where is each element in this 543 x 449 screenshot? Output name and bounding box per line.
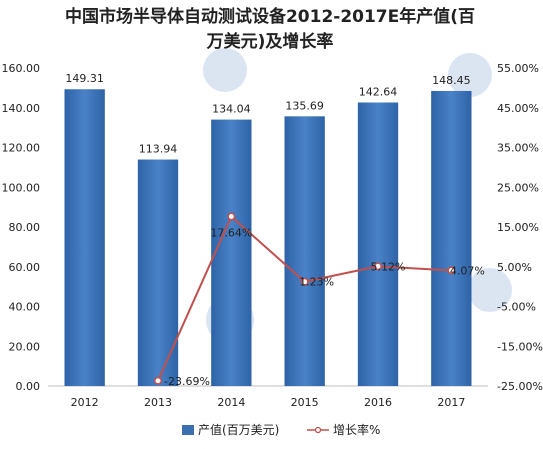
x-tick-label: 2016 (364, 396, 392, 409)
y-left-tick-label: 120.00 (2, 142, 41, 155)
x-tick-label: 2013 (144, 396, 172, 409)
growth-value-label: 5.12% (371, 260, 406, 273)
x-tick-label: 2014 (217, 396, 245, 409)
bar (284, 116, 325, 386)
growth-point (300, 277, 309, 286)
y-right-tick-label: 45.00% (497, 102, 539, 115)
bar-value-label: 135.69 (285, 99, 324, 112)
legend-bar-swatch (182, 425, 194, 435)
y-left-tick-label: 0.00 (16, 380, 41, 393)
growth-value-label: 4.07% (450, 264, 485, 277)
y-left-tick-label: 140.00 (2, 102, 41, 115)
y-left-tick-label: 60.00 (9, 261, 41, 274)
bars-group (64, 89, 472, 387)
y-right-tick-label: 5.00% (497, 261, 532, 274)
bar-value-label: 148.45 (432, 74, 471, 87)
x-tick-label: 2017 (437, 396, 465, 409)
bar (357, 102, 399, 387)
y-right-tick-label: 55.00% (497, 62, 539, 75)
bar (431, 90, 472, 386)
legend-bar-label: 产值(百万美元) (198, 422, 279, 437)
growth-labels-group: -23.69% 17.64% 1.23% 5.12% 4.07% (164, 227, 485, 388)
y-right-tick-label: 25.00% (497, 181, 539, 194)
bar (137, 159, 179, 386)
y-right-tick-label: 15.00% (497, 221, 539, 234)
growth-value-label: 17.64% (210, 227, 252, 240)
growth-value-label: -23.69% (164, 375, 210, 388)
y-left-tick-label: 100.00 (2, 181, 41, 194)
x-tick-label: 2015 (291, 396, 319, 409)
y-left-tick-label: 160.00 (2, 62, 41, 75)
growth-line-group (154, 212, 456, 385)
y-right-tick-label: -15.00% (497, 340, 543, 353)
legend-line-label: 增长率% (333, 422, 380, 437)
bar (64, 89, 105, 387)
chart-title-line1: 中国市场半导体自动测试设备2012-2017E年产值(百 (65, 6, 475, 27)
growth-point (227, 212, 236, 221)
bar-labels-group: 149.31 113.94 134.04 135.69 142.64 148.45 (65, 72, 470, 155)
bar-value-label: 149.31 (65, 72, 104, 85)
y-right-tick-label: -5.00% (497, 301, 536, 314)
bar-value-label: 134.04 (212, 103, 251, 116)
bar (211, 119, 252, 387)
y-right-tick-label: 35.00% (497, 142, 539, 155)
bar-value-label: 113.94 (139, 143, 178, 156)
y-left-tick-label: 40.00 (9, 301, 41, 314)
growth-value-label: 1.23% (299, 276, 334, 289)
chart-title-line2: 万美元)及增长率 (206, 31, 334, 52)
growth-point (154, 376, 162, 385)
y-left-tick-label: 80.00 (9, 221, 41, 234)
legend: 产值(百万美元) 增长率% (182, 422, 380, 437)
watermark-logo-icon (448, 53, 492, 97)
legend-line-marker (314, 426, 322, 434)
watermark-logo-icon (203, 48, 247, 92)
watermark-logo-icon (468, 268, 512, 312)
bar-value-label: 142.64 (359, 86, 398, 99)
axes-group: 0.00 20.00 40.00 60.00 80.00 100.00 120.00 140.… (2, 62, 543, 409)
y-left-tick-label: 20.00 (9, 340, 41, 353)
x-tick-label: 2012 (71, 396, 99, 409)
growth-point (447, 266, 456, 275)
growth-point (374, 262, 382, 271)
y-right-tick-label: -25.00% (497, 380, 543, 393)
